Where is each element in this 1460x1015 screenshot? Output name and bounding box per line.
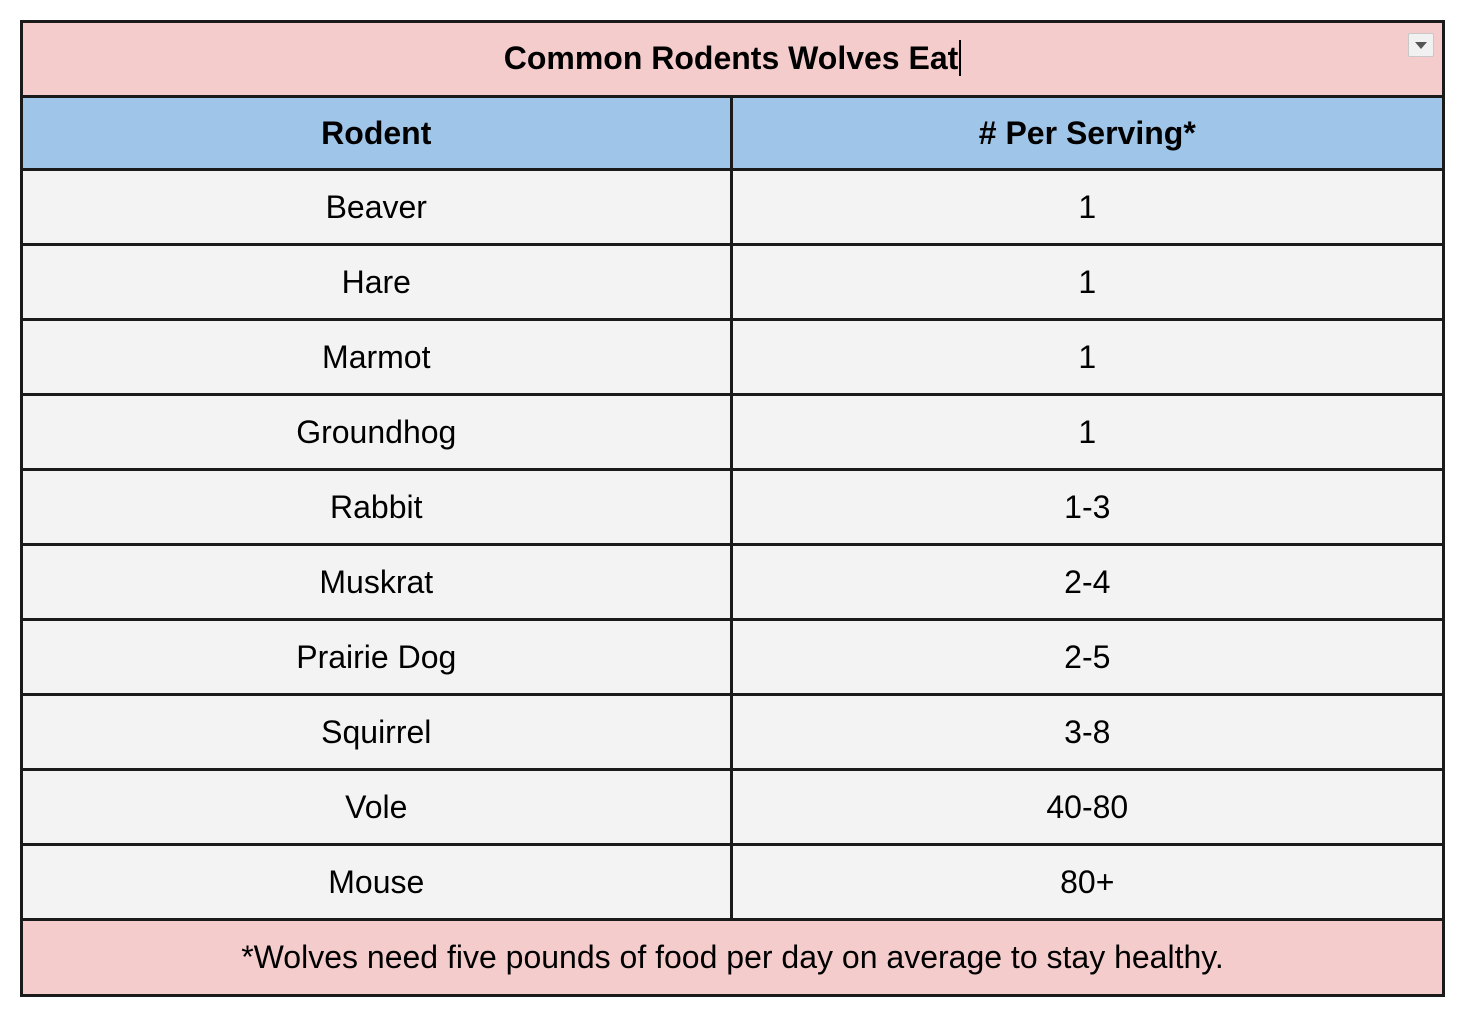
rodent-cell[interactable]: Mouse — [20, 843, 733, 921]
table-row: Beaver 1 — [20, 168, 1446, 246]
rodent-cell[interactable]: Hare — [20, 243, 733, 321]
rodent-cell[interactable]: Groundhog — [20, 393, 733, 471]
per-serving-cell[interactable]: 1 — [729, 393, 1446, 471]
table-row: Marmot 1 — [20, 318, 1446, 396]
header-per-serving[interactable]: # Per Serving* — [729, 95, 1446, 171]
table-row: Muskrat 2-4 — [20, 543, 1446, 621]
table-row: Prairie Dog 2-5 — [20, 618, 1446, 696]
rodent-cell[interactable]: Marmot — [20, 318, 733, 396]
table-row: Squirrel 3-8 — [20, 693, 1446, 771]
rodent-cell[interactable]: Vole — [20, 768, 733, 846]
per-serving-cell[interactable]: 2-5 — [729, 618, 1446, 696]
title-cell[interactable]: Common Rodents Wolves Eat — [20, 20, 1445, 98]
rodent-cell[interactable]: Muskrat — [20, 543, 733, 621]
table-row: Vole 40-80 — [20, 768, 1446, 846]
per-serving-cell[interactable]: 3-8 — [729, 693, 1446, 771]
table-row: Hare 1 — [20, 243, 1446, 321]
per-serving-cell[interactable]: 80+ — [729, 843, 1446, 921]
per-serving-cell[interactable]: 40-80 — [729, 768, 1446, 846]
table-row: Groundhog 1 — [20, 393, 1446, 471]
rodent-cell[interactable]: Rabbit — [20, 468, 733, 546]
per-serving-cell[interactable]: 1-3 — [729, 468, 1446, 546]
per-serving-cell[interactable]: 2-4 — [729, 543, 1446, 621]
header-row: Rodent # Per Serving* — [20, 95, 1446, 171]
rodent-cell[interactable]: Squirrel — [20, 693, 733, 771]
header-rodent[interactable]: Rodent — [20, 95, 733, 171]
rodents-table: Common Rodents Wolves Eat Rodent # Per S… — [20, 20, 1446, 997]
table-title: Common Rodents Wolves Eat — [503, 39, 959, 76]
footnote-cell[interactable]: *Wolves need five pounds of food per day… — [20, 918, 1445, 997]
table-row: Mouse 80+ — [20, 843, 1446, 921]
dropdown-arrow-icon[interactable] — [1408, 33, 1434, 57]
rodent-cell[interactable]: Beaver — [20, 168, 733, 246]
per-serving-cell[interactable]: 1 — [729, 168, 1446, 246]
table-row: Rabbit 1-3 — [20, 468, 1446, 546]
footer-row: *Wolves need five pounds of food per day… — [20, 918, 1445, 997]
title-row: Common Rodents Wolves Eat — [20, 20, 1445, 98]
per-serving-cell[interactable]: 1 — [729, 243, 1446, 321]
text-cursor — [959, 40, 962, 77]
per-serving-cell[interactable]: 1 — [729, 318, 1446, 396]
rodent-cell[interactable]: Prairie Dog — [20, 618, 733, 696]
